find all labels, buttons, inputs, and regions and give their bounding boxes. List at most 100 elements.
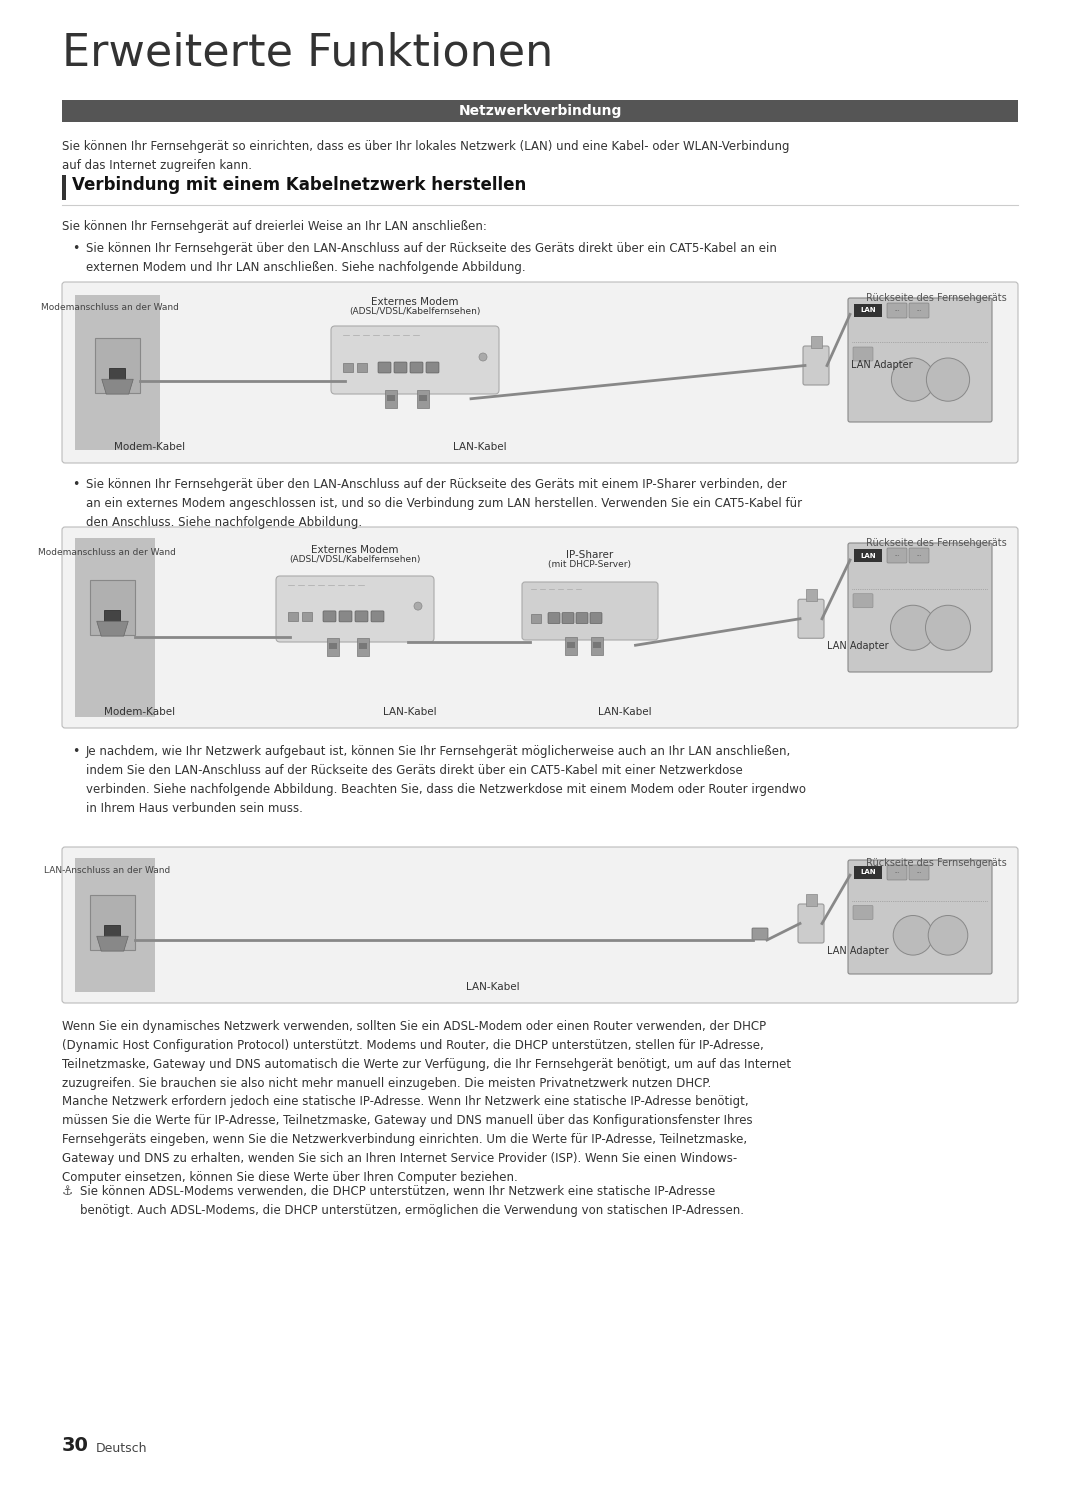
FancyBboxPatch shape <box>887 548 907 563</box>
Bar <box>105 610 120 623</box>
Bar <box>854 548 882 562</box>
Text: Rückseite des Fernsehgeräts: Rückseite des Fernsehgeräts <box>866 538 1007 548</box>
Text: LAN: LAN <box>860 553 876 559</box>
Text: LAN Adapter: LAN Adapter <box>827 641 889 651</box>
FancyBboxPatch shape <box>276 577 434 642</box>
Bar <box>854 303 882 317</box>
FancyBboxPatch shape <box>909 548 929 563</box>
FancyBboxPatch shape <box>394 362 407 374</box>
Text: (ADSL/VDSL/Kabelfernsehen): (ADSL/VDSL/Kabelfernsehen) <box>349 306 481 317</box>
Text: Modem-Kabel: Modem-Kabel <box>105 707 176 717</box>
Text: Sie können Ihr Fernsehgerät über den LAN-Anschluss auf der Rückseite des Geräts : Sie können Ihr Fernsehgerät über den LAN… <box>86 242 777 273</box>
FancyBboxPatch shape <box>853 593 873 608</box>
FancyBboxPatch shape <box>576 613 588 623</box>
FancyBboxPatch shape <box>330 326 499 394</box>
Text: LAN-Kabel: LAN-Kabel <box>465 982 519 992</box>
Text: LAN-Anschluss an der Wand: LAN-Anschluss an der Wand <box>44 867 171 875</box>
FancyBboxPatch shape <box>909 303 929 318</box>
Text: (mit DHCP-Server): (mit DHCP-Server) <box>549 560 632 569</box>
FancyBboxPatch shape <box>90 895 135 950</box>
Text: Erweiterte Funktionen: Erweiterte Funktionen <box>62 31 553 75</box>
FancyBboxPatch shape <box>95 338 140 393</box>
Text: Netzwerkverbindung: Netzwerkverbindung <box>458 105 622 118</box>
Text: Je nachdem, wie Ihr Netzwerk aufgebaut ist, können Sie Ihr Fernsehgerät mögliche: Je nachdem, wie Ihr Netzwerk aufgebaut i… <box>86 746 806 816</box>
Text: Verbindung mit einem Kabelnetzwerk herstellen: Verbindung mit einem Kabelnetzwerk herst… <box>72 176 526 194</box>
Text: IP-Sharer: IP-Sharer <box>566 550 613 560</box>
Circle shape <box>893 916 933 955</box>
Bar <box>328 642 337 648</box>
Text: Modem-Kabel: Modem-Kabel <box>114 442 186 453</box>
Bar <box>419 394 427 400</box>
FancyBboxPatch shape <box>522 583 658 639</box>
Bar <box>591 636 603 654</box>
Text: Modemanschluss an der Wand: Modemanschluss an der Wand <box>38 548 176 557</box>
Text: Rückseite des Fernsehgeräts: Rückseite des Fernsehgeräts <box>866 858 1007 868</box>
Bar <box>854 867 882 878</box>
Bar <box>387 394 395 400</box>
Bar <box>62 100 1018 123</box>
FancyBboxPatch shape <box>562 613 573 623</box>
Bar <box>109 368 125 381</box>
Text: Deutsch: Deutsch <box>96 1442 148 1455</box>
Bar <box>810 336 822 348</box>
Polygon shape <box>75 858 156 992</box>
FancyBboxPatch shape <box>323 611 336 622</box>
Text: ---: --- <box>894 553 900 557</box>
FancyBboxPatch shape <box>848 542 993 672</box>
Text: ---: --- <box>894 870 900 875</box>
Text: ---: --- <box>894 308 900 314</box>
FancyBboxPatch shape <box>372 611 384 622</box>
Text: 30: 30 <box>62 1436 89 1455</box>
Text: ---: --- <box>916 553 921 557</box>
Bar <box>384 390 397 408</box>
Text: Sie können Ihr Fernsehgerät auf dreierlei Weise an Ihr LAN anschließen:: Sie können Ihr Fernsehgerät auf dreierle… <box>62 220 487 233</box>
Bar <box>359 642 366 648</box>
FancyBboxPatch shape <box>798 904 824 943</box>
FancyBboxPatch shape <box>848 861 993 974</box>
Bar <box>531 614 541 623</box>
Text: LAN: LAN <box>860 870 876 875</box>
Bar <box>288 613 298 622</box>
Text: Sie können Ihr Fernsehgerät über den LAN-Anschluss auf der Rückseite des Geräts : Sie können Ihr Fernsehgerät über den LAN… <box>86 478 802 529</box>
Text: LAN: LAN <box>860 308 876 314</box>
Bar <box>806 893 816 905</box>
FancyBboxPatch shape <box>804 347 829 385</box>
FancyBboxPatch shape <box>62 527 1018 728</box>
FancyBboxPatch shape <box>853 347 873 362</box>
Text: ⚓: ⚓ <box>62 1185 73 1198</box>
FancyBboxPatch shape <box>848 297 993 421</box>
Polygon shape <box>102 379 133 394</box>
FancyBboxPatch shape <box>426 362 438 374</box>
FancyBboxPatch shape <box>378 362 391 374</box>
FancyBboxPatch shape <box>752 928 768 940</box>
FancyBboxPatch shape <box>62 847 1018 1002</box>
Bar <box>357 363 367 372</box>
Text: Sie können ADSL-Modems verwenden, die DHCP unterstützen, wenn Ihr Netzwerk eine : Sie können ADSL-Modems verwenden, die DH… <box>80 1185 744 1218</box>
Text: LAN Adapter: LAN Adapter <box>827 946 889 956</box>
Circle shape <box>891 359 934 402</box>
Text: •: • <box>72 478 79 492</box>
Text: Externes Modem: Externes Modem <box>372 297 459 306</box>
Text: •: • <box>72 746 79 757</box>
Bar <box>302 613 312 622</box>
Polygon shape <box>97 622 129 636</box>
FancyBboxPatch shape <box>853 905 873 919</box>
Text: Rückseite des Fernsehgeräts: Rückseite des Fernsehgeräts <box>866 293 1007 303</box>
Bar <box>326 638 338 656</box>
FancyBboxPatch shape <box>355 611 368 622</box>
Circle shape <box>927 359 970 402</box>
Polygon shape <box>75 294 160 450</box>
Circle shape <box>480 353 487 362</box>
Bar <box>343 363 353 372</box>
Text: ---: --- <box>916 308 921 314</box>
Bar <box>356 638 368 656</box>
Circle shape <box>414 602 422 610</box>
Text: Wenn Sie ein dynamisches Netzwerk verwenden, sollten Sie ein ADSL-Modem oder ein: Wenn Sie ein dynamisches Netzwerk verwen… <box>62 1020 792 1091</box>
Text: Modemanschluss an der Wand: Modemanschluss an der Wand <box>41 303 179 312</box>
Text: LAN-Kabel: LAN-Kabel <box>598 707 652 717</box>
Text: Externes Modem: Externes Modem <box>311 545 399 554</box>
Bar <box>565 636 577 654</box>
FancyBboxPatch shape <box>909 865 929 880</box>
Polygon shape <box>97 937 129 952</box>
Text: Manche Netzwerk erfordern jedoch eine statische IP-Adresse. Wenn Ihr Netzwerk ei: Manche Netzwerk erfordern jedoch eine st… <box>62 1095 753 1185</box>
